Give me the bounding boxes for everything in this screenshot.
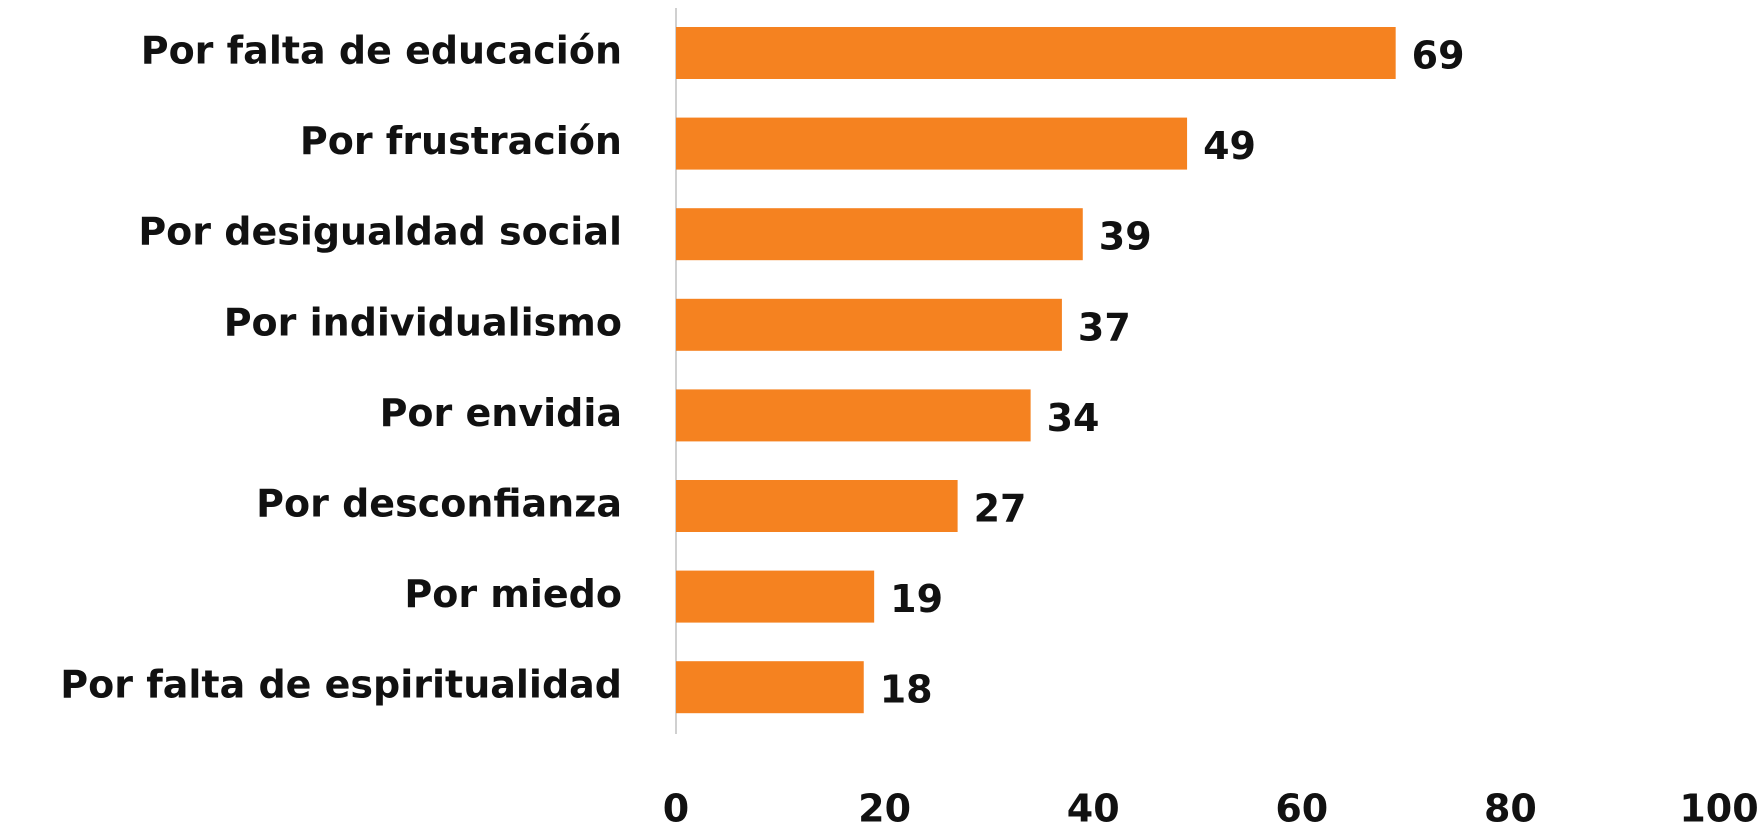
- y-tick-label: Por falta de educación: [141, 29, 622, 73]
- y-tick-label: Por frustración: [300, 119, 622, 163]
- y-tick-label: Por desconfianza: [256, 482, 622, 526]
- y-tick-label: Por falta de espiritualidad: [60, 663, 622, 707]
- bar: [676, 661, 864, 714]
- value-label: 27: [974, 487, 1027, 531]
- value-label: 49: [1203, 124, 1256, 168]
- bar: [676, 27, 1396, 79]
- value-label: 39: [1099, 215, 1152, 259]
- x-tick-label: 100: [1679, 787, 1758, 831]
- value-label: 19: [890, 577, 943, 621]
- value-label: 69: [1412, 34, 1465, 78]
- x-tick-label: 20: [858, 787, 911, 831]
- x-tick-label: 60: [1275, 787, 1328, 831]
- y-tick-label: Por individualismo: [224, 300, 622, 344]
- x-tick-label: 40: [1067, 787, 1120, 831]
- y-tick-label: Por envidia: [380, 391, 622, 435]
- value-label: 34: [1047, 396, 1100, 440]
- bar: [676, 117, 1188, 170]
- y-tick-label: Por miedo: [404, 572, 622, 616]
- y-tick-label: Por desigualdad social: [138, 210, 622, 254]
- x-tick-label: 80: [1484, 787, 1537, 831]
- x-tick-label: 0: [663, 787, 689, 831]
- bar: [676, 389, 1031, 442]
- bar: [676, 298, 1062, 351]
- value-label: 18: [880, 668, 933, 712]
- value-label: 37: [1078, 305, 1131, 349]
- bar: [676, 208, 1083, 261]
- bar: [676, 570, 875, 623]
- bar: [676, 480, 958, 532]
